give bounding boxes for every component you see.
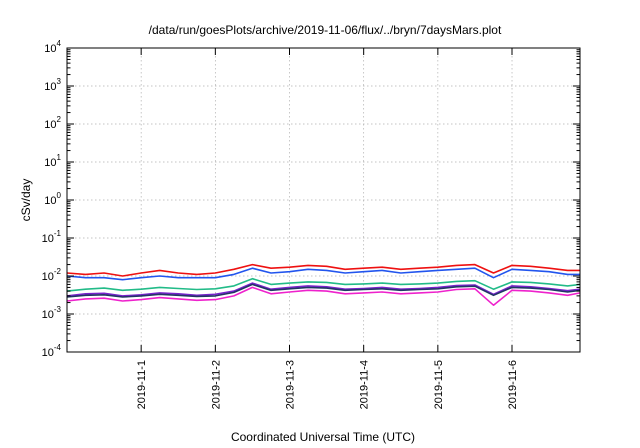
- ticks: [67, 47, 580, 353]
- y-tick-label: 10-3: [42, 305, 62, 321]
- series-layer: [66, 263, 581, 307]
- y-tick-label: 10-2: [42, 267, 62, 283]
- x-tick-label: 2019-11-6: [507, 360, 519, 409]
- y-tick-label: 101: [44, 153, 61, 169]
- chart-title: /data/run/goesPlots/archive/2019-11-06/f…: [149, 23, 502, 37]
- y-tick-label: 103: [44, 77, 61, 93]
- x-axis-label: Coordinated Universal Time (UTC): [231, 430, 415, 444]
- y-tick-label: 104: [44, 39, 61, 55]
- series-line: [66, 263, 580, 277]
- grid: [67, 48, 580, 352]
- series-line: [66, 282, 581, 297]
- x-tick-label: 2019-11-2: [210, 360, 222, 409]
- x-tick-label: 2019-11-4: [359, 360, 371, 409]
- y-tick-labels: 104 103 102 101 100 10-1 10-2 10-3 10-4: [42, 39, 62, 359]
- y-tick-label: 10-4: [42, 343, 62, 359]
- y-tick-label: 100: [44, 191, 61, 207]
- y-tick-label: 102: [44, 115, 61, 131]
- x-tick-label: 2019-11-1: [136, 360, 148, 409]
- x-tick-label: 2019-11-5: [433, 360, 445, 409]
- x-tick-label: 2019-11-3: [285, 360, 297, 409]
- y-axis-label: cSv/day: [19, 179, 33, 222]
- series-line: [66, 286, 581, 307]
- y-tick-label: 10-1: [42, 229, 62, 245]
- series-line: [66, 283, 581, 298]
- x-tick-labels: 2019-11-1 2019-11-2 2019-11-3 2019-11-4 2019…: [136, 360, 519, 409]
- series-line: [66, 277, 581, 292]
- series-line: [66, 267, 580, 281]
